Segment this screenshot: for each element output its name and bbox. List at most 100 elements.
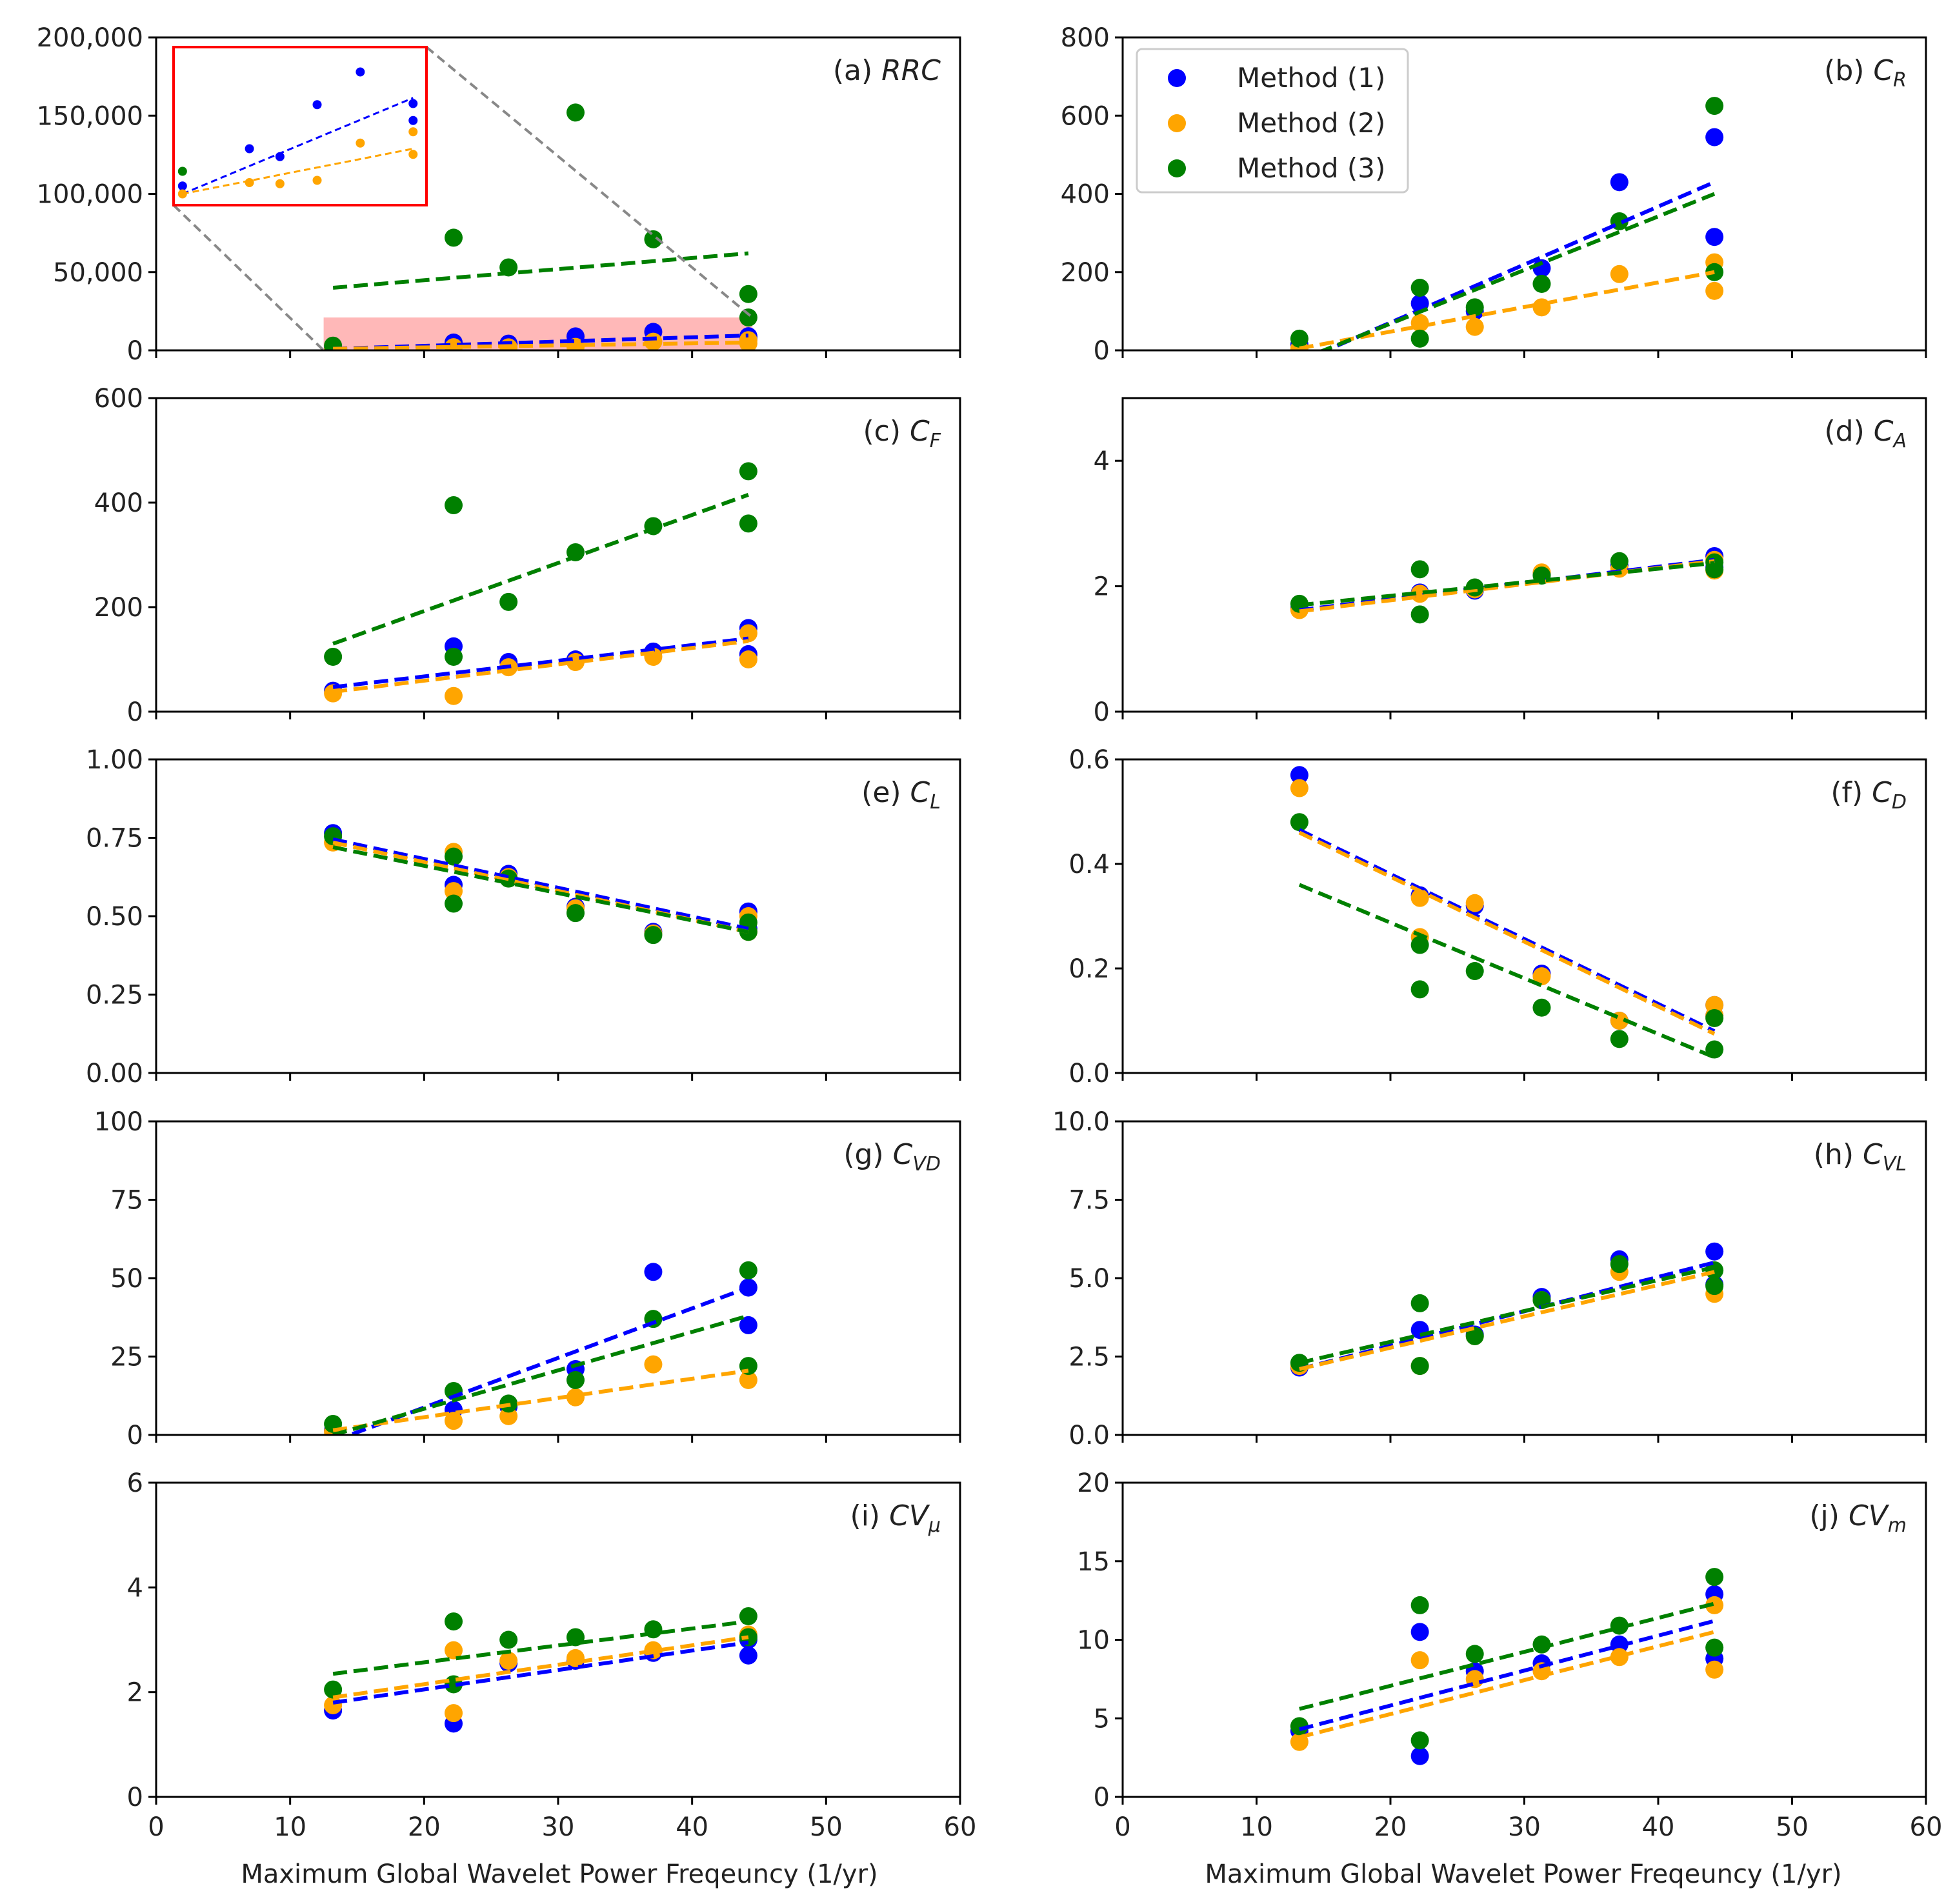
data-point-3 [1410, 980, 1429, 999]
x-tick-label: 20 [408, 1812, 441, 1842]
fit-line-3 [332, 1619, 749, 1676]
inset-point [312, 175, 322, 185]
x-tick-label: 60 [944, 1812, 977, 1842]
fit-line-2 [1299, 1270, 1715, 1371]
panel-title-label: (i) [850, 1499, 890, 1532]
inset-point [408, 115, 418, 125]
axes-frame [1121, 758, 1927, 1074]
data-point-3 [1410, 329, 1429, 348]
y-tick-label: 5.0 [1068, 1264, 1110, 1294]
legend-label: Method (3) [1237, 152, 1385, 184]
fit-line-3 [1318, 192, 1716, 350]
panel-title-symbol: CV [1849, 1499, 1890, 1532]
panel-title-subscript: m [1888, 1514, 1907, 1537]
data-point-2 [1410, 1651, 1429, 1670]
y-tick-label: 2 [127, 1678, 143, 1708]
panel-d: 0 2 4 (d) CA [1094, 397, 1927, 727]
y-tick-label: 50 [110, 1264, 143, 1294]
y-tick-label: 200 [94, 593, 143, 623]
inset-point [408, 99, 418, 108]
inset-point [408, 127, 418, 137]
y-tick-label: 0 [1094, 1783, 1110, 1812]
plot-area [1290, 546, 1724, 624]
plot-area [1290, 97, 1724, 350]
panel-title: (h) CVL [1814, 1138, 1907, 1176]
data-point-3 [1410, 279, 1429, 297]
data-point-3 [644, 230, 663, 248]
data-point-2 [644, 332, 663, 350]
inset-point [356, 67, 365, 77]
y-tick-label: 0.00 [86, 1059, 143, 1088]
axes-frame [155, 758, 961, 1074]
data-point-3 [445, 228, 463, 247]
plot-area [324, 1261, 757, 1435]
data-point-3 [1532, 274, 1551, 293]
inset-point [275, 152, 285, 161]
panel-title-symbol: CV [889, 1499, 930, 1532]
inset-fit-line [182, 97, 414, 195]
data-point-3 [566, 904, 585, 923]
y-tick-label: 10.0 [1052, 1107, 1110, 1137]
panel-c: 0 200 400 600 (c) CF [94, 384, 961, 727]
data-point-3 [324, 1680, 343, 1699]
fit-line-1 [332, 636, 749, 689]
data-point-3 [644, 926, 663, 945]
panel-title-label: (e) [861, 776, 910, 809]
data-point-3 [1705, 560, 1724, 579]
panel-title-symbol: C [1863, 1138, 1883, 1171]
panel-title-label: (f) [1830, 776, 1872, 809]
data-point-2 [739, 1370, 757, 1389]
data-point-2 [1465, 317, 1484, 336]
y-tick-label: 0 [1094, 697, 1110, 727]
panel-title: (g) CVD [843, 1138, 941, 1176]
y-tick-label: 0.2 [1068, 954, 1110, 984]
legend-marker [1168, 159, 1186, 177]
axes-frame [155, 1120, 961, 1436]
data-point-3 [445, 496, 463, 515]
data-point-3 [566, 103, 585, 122]
data-point-3 [1610, 1616, 1629, 1635]
data-point-3 [445, 847, 463, 866]
data-point-1 [739, 1646, 757, 1665]
panel-title: (i) CVμ [850, 1499, 941, 1537]
inset-plot [177, 67, 418, 199]
fit-line-2 [1299, 270, 1715, 350]
y-tick-label: 2 [1094, 572, 1110, 602]
panel-title-symbol: C [1872, 776, 1892, 809]
legend-box [1136, 48, 1409, 194]
panel-title: (j) CVm [1809, 1499, 1907, 1537]
data-point-3 [1705, 97, 1724, 115]
y-tick-label: 4 [1094, 446, 1110, 476]
plot-area [324, 1607, 757, 1733]
panel-title-label: (b) [1824, 54, 1873, 87]
data-point-2 [445, 1412, 463, 1430]
x-tick-label: 10 [1240, 1812, 1273, 1842]
panel-title-subscript: μ [928, 1514, 941, 1537]
data-point-2 [1705, 1660, 1724, 1679]
y-tick-label: 0 [1094, 336, 1110, 366]
panel-title-label: (a) [833, 54, 881, 87]
panel-title-label: (c) [863, 415, 910, 448]
y-tick-label: 0 [127, 1783, 143, 1812]
data-point-3 [1290, 1717, 1308, 1736]
plot-area [324, 462, 757, 705]
x-tick-label: 50 [810, 1812, 843, 1842]
data-point-3 [445, 894, 463, 913]
fit-line-1 [1299, 1619, 1715, 1732]
data-point-3 [1610, 1030, 1629, 1048]
inset-fit-line [182, 148, 414, 195]
y-tick-label: 200 [1061, 258, 1110, 288]
y-tick-label: 150,000 [37, 101, 143, 131]
y-tick-label: 0.6 [1068, 745, 1110, 775]
y-tick-label: 2.5 [1068, 1343, 1110, 1372]
panel-title-label: (j) [1809, 1499, 1849, 1532]
panel-title-symbol: C [893, 1138, 913, 1171]
data-point-3 [739, 308, 757, 327]
fit-line-3 [1299, 561, 1715, 607]
panel-title-subscript: D [1892, 791, 1907, 814]
data-point-2 [1410, 314, 1429, 332]
panel-title: (e) CL [861, 776, 941, 814]
panel-a: 0 50,000 100,000 150,000 200,000 (a) RRC [37, 23, 961, 366]
x-tick-label: 10 [274, 1812, 306, 1842]
